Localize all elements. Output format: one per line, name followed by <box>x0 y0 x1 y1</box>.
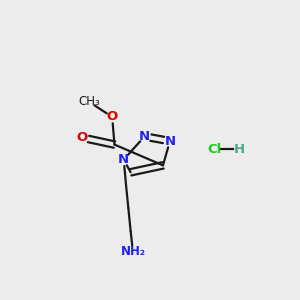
Text: CH₃: CH₃ <box>78 95 100 108</box>
Text: Cl: Cl <box>208 143 222 156</box>
Text: O: O <box>76 131 88 144</box>
Text: N: N <box>118 153 129 166</box>
Text: O: O <box>106 110 118 123</box>
Text: NH₂: NH₂ <box>121 245 146 259</box>
Text: N: N <box>139 130 150 143</box>
Text: H: H <box>234 143 245 156</box>
Text: N: N <box>164 135 175 148</box>
